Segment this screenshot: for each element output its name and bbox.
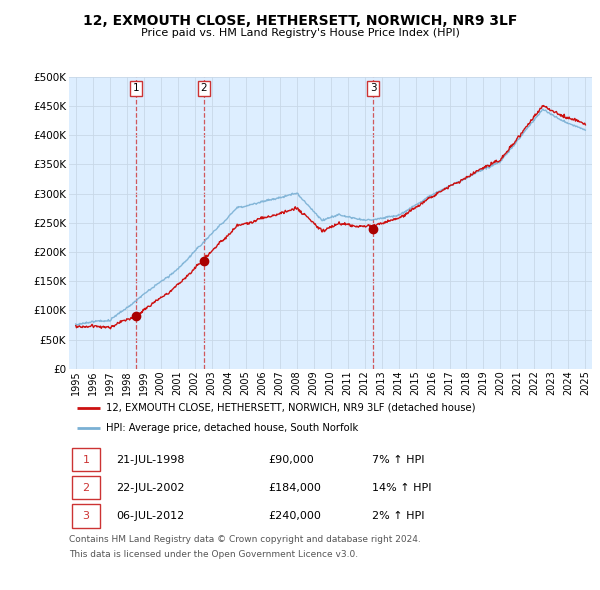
FancyBboxPatch shape bbox=[71, 504, 100, 527]
Text: £240,000: £240,000 bbox=[268, 512, 320, 521]
Text: 2: 2 bbox=[200, 83, 207, 93]
Text: Contains HM Land Registry data © Crown copyright and database right 2024.: Contains HM Land Registry data © Crown c… bbox=[69, 535, 421, 544]
Text: Price paid vs. HM Land Registry's House Price Index (HPI): Price paid vs. HM Land Registry's House … bbox=[140, 28, 460, 38]
Text: 2% ↑ HPI: 2% ↑ HPI bbox=[373, 512, 425, 521]
Text: 7% ↑ HPI: 7% ↑ HPI bbox=[373, 455, 425, 464]
Text: This data is licensed under the Open Government Licence v3.0.: This data is licensed under the Open Gov… bbox=[69, 550, 358, 559]
Text: £184,000: £184,000 bbox=[268, 483, 320, 493]
Text: 3: 3 bbox=[370, 83, 377, 93]
Text: 06-JUL-2012: 06-JUL-2012 bbox=[116, 512, 184, 521]
Text: HPI: Average price, detached house, South Norfolk: HPI: Average price, detached house, Sout… bbox=[106, 424, 358, 434]
Text: 12, EXMOUTH CLOSE, HETHERSETT, NORWICH, NR9 3LF: 12, EXMOUTH CLOSE, HETHERSETT, NORWICH, … bbox=[83, 14, 517, 28]
Text: 2: 2 bbox=[82, 483, 89, 493]
Text: 12, EXMOUTH CLOSE, HETHERSETT, NORWICH, NR9 3LF (detached house): 12, EXMOUTH CLOSE, HETHERSETT, NORWICH, … bbox=[106, 403, 475, 412]
Text: 21-JUL-1998: 21-JUL-1998 bbox=[116, 455, 185, 464]
Text: 3: 3 bbox=[83, 512, 89, 521]
Text: 1: 1 bbox=[133, 83, 139, 93]
FancyBboxPatch shape bbox=[71, 448, 100, 471]
FancyBboxPatch shape bbox=[71, 476, 100, 499]
Text: £90,000: £90,000 bbox=[268, 455, 314, 464]
Text: 22-JUL-2002: 22-JUL-2002 bbox=[116, 483, 185, 493]
Text: 14% ↑ HPI: 14% ↑ HPI bbox=[373, 483, 432, 493]
Text: 1: 1 bbox=[83, 455, 89, 464]
